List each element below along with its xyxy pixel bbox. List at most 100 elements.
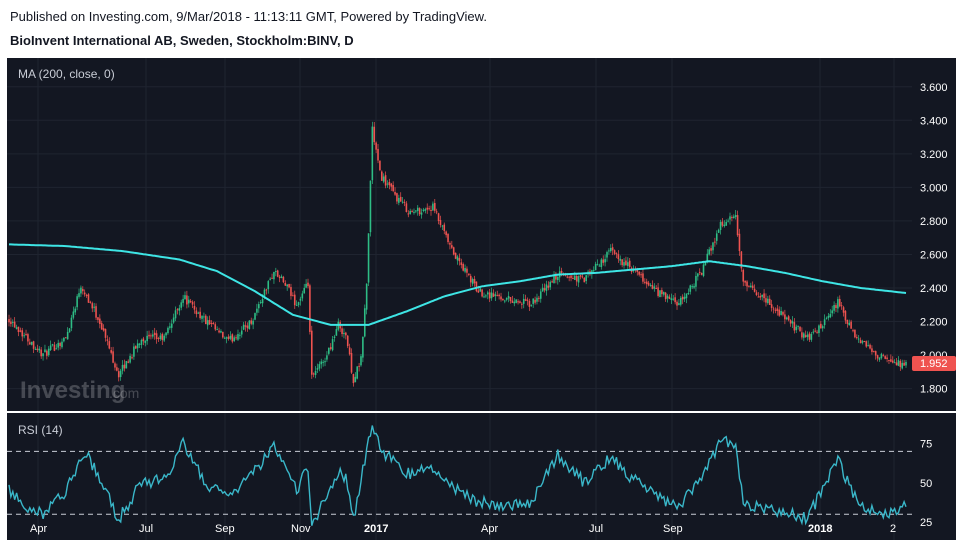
candle-body — [35, 349, 37, 350]
candle-body — [599, 266, 601, 267]
candle-body — [137, 343, 139, 348]
candle-body — [828, 316, 830, 318]
candle-body — [404, 202, 406, 203]
candle-body — [644, 282, 646, 283]
time-tick-label: Nov — [291, 523, 311, 535]
candle-body — [417, 208, 419, 211]
candle-body — [695, 276, 697, 287]
candle-body — [540, 291, 542, 298]
candle-body — [841, 305, 843, 306]
candle-body — [502, 299, 504, 300]
candle-body — [816, 332, 818, 333]
candle-body — [903, 363, 905, 366]
candle-body — [69, 328, 71, 332]
candle-body — [428, 208, 430, 209]
candle-body — [788, 316, 790, 320]
candle-body — [356, 366, 358, 378]
candle-body — [237, 334, 239, 340]
candle-body — [495, 294, 497, 296]
candle-body — [763, 293, 765, 298]
candle-body — [31, 342, 33, 345]
candle-body — [38, 349, 40, 351]
candle-body — [256, 309, 258, 313]
candle-body — [52, 344, 54, 345]
candle-body — [160, 336, 162, 339]
candle-body — [843, 307, 845, 312]
candle-body — [307, 283, 309, 286]
candle-body — [718, 230, 720, 233]
candle-body — [173, 318, 175, 323]
candle-body — [706, 254, 708, 261]
candle-body — [209, 320, 211, 324]
candle-body — [103, 328, 105, 330]
candle-body — [381, 172, 383, 181]
candle-body — [161, 334, 163, 340]
candle-body — [453, 247, 455, 254]
candle-body — [585, 275, 587, 281]
candle-body — [203, 316, 205, 317]
candle-body — [852, 330, 854, 331]
candle-body — [343, 333, 345, 334]
candle-body — [534, 300, 536, 303]
price-tick-label: 2.600 — [920, 249, 948, 261]
price-tick-label: 2.200 — [920, 317, 948, 329]
candle-body — [583, 278, 585, 282]
candle-body — [654, 286, 656, 288]
candle-body — [854, 330, 856, 338]
candle-body — [249, 321, 251, 329]
candle-body — [618, 254, 620, 259]
candle-body — [847, 320, 849, 324]
candle-body — [368, 233, 370, 282]
candle-body — [27, 334, 29, 341]
candle-body — [595, 264, 597, 270]
candle-body — [459, 258, 461, 261]
ma-indicator-label[interactable]: MA (200, close, 0) — [18, 67, 115, 81]
candle-body — [574, 276, 576, 280]
candle-body — [139, 344, 141, 345]
candle-body — [330, 347, 332, 349]
candle-body — [243, 325, 245, 330]
candle-body — [88, 294, 90, 302]
candle-body — [470, 276, 472, 283]
candle-body — [576, 276, 578, 281]
candle-body — [871, 348, 873, 352]
candle-body — [865, 341, 867, 346]
candle-body — [769, 299, 771, 305]
candle-body — [561, 271, 563, 273]
time-tick-label: 2 — [890, 523, 896, 535]
candle-body — [396, 193, 398, 201]
candle-body — [383, 177, 385, 182]
candle-body — [86, 295, 88, 296]
candle-body — [258, 304, 260, 308]
candle-body — [548, 286, 550, 288]
candle-body — [746, 281, 748, 286]
candle-body — [8, 319, 10, 322]
time-tick-label: Sep — [215, 523, 235, 535]
candle-body — [33, 341, 35, 349]
candle-body — [483, 296, 485, 297]
candle-body — [659, 290, 661, 297]
candle-body — [839, 299, 841, 306]
candle-body — [621, 259, 623, 265]
candle-body — [154, 333, 156, 335]
candle-body — [665, 293, 667, 299]
candle-body — [179, 308, 181, 311]
candle-body — [358, 366, 360, 367]
candle-body — [163, 336, 165, 341]
candle-body — [538, 298, 540, 299]
rsi-indicator-label[interactable]: RSI (14) — [18, 423, 63, 437]
candle-body — [474, 279, 476, 283]
rsi-tick-label: 75 — [920, 439, 932, 451]
candle-body — [23, 335, 25, 336]
candle-body — [447, 234, 449, 242]
candle-body — [16, 327, 18, 329]
candle-body — [712, 243, 714, 251]
candle-body — [661, 290, 663, 294]
candle-body — [623, 262, 625, 266]
candle-body — [809, 334, 811, 340]
candle-body — [73, 311, 75, 317]
watermark-suffix: .com — [109, 385, 139, 401]
candle-body — [797, 326, 799, 327]
candle-body — [110, 350, 112, 353]
